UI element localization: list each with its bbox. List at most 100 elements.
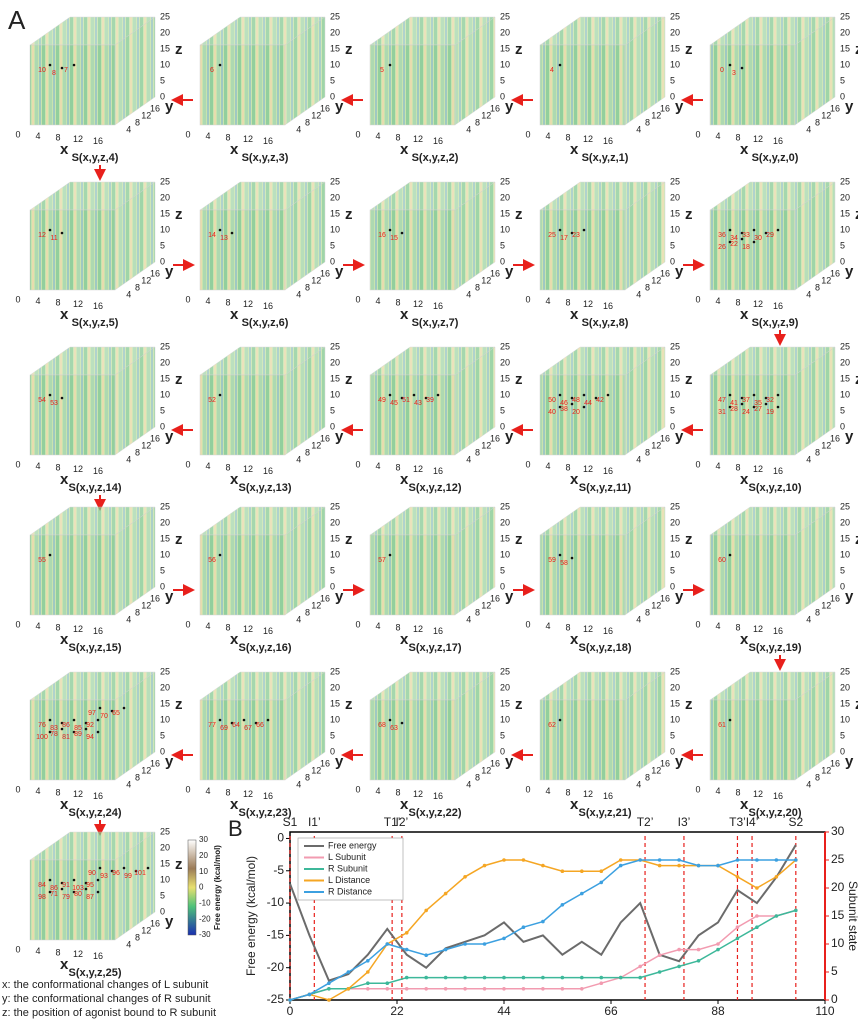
z-label: z [515, 531, 523, 548]
x-tick-label: 16 [433, 466, 443, 476]
series-point [619, 976, 623, 980]
z-tick-label: 15 [500, 698, 510, 708]
y2-axis-label: Subunit state [846, 881, 858, 951]
x-tick-label: 12 [583, 134, 593, 144]
state-dot [85, 728, 88, 731]
state-dot [231, 232, 234, 235]
z-label: z [345, 41, 353, 58]
state-number: 24 [742, 409, 750, 416]
series-point [580, 869, 584, 873]
cube: 0510152025z0481216x481216yS(x,y,z,24)768… [15, 666, 182, 819]
z-tick-label: 10 [500, 59, 510, 69]
z-tick-label: 5 [670, 240, 675, 250]
state-number: 20 [572, 409, 580, 416]
y-tick-label: 8 [645, 607, 650, 617]
state-marker-label: T2’ [637, 815, 654, 829]
y2-tick-label: 10 [831, 936, 845, 950]
y-tick-label: 8 [305, 447, 310, 457]
series-point [755, 858, 759, 862]
cube-caption: S(x,y,z,18) [579, 642, 632, 654]
state-number: 6 [210, 67, 214, 74]
state-dot [437, 394, 440, 397]
x-tick-label: 0 [525, 129, 530, 139]
z-tick-label: 15 [500, 208, 510, 218]
x-label: x [570, 471, 579, 488]
state-dot [219, 394, 222, 397]
state-number: 97 [88, 710, 96, 717]
series-point [561, 903, 565, 907]
state-dot [729, 554, 732, 557]
series-point [697, 948, 701, 952]
y-tick-label: 8 [475, 607, 480, 617]
series-point [463, 976, 467, 980]
series-point [424, 953, 428, 957]
state-number: 11 [50, 235, 57, 242]
series-point [599, 981, 603, 985]
y-axis-label: Free energy (kcal/mol) [244, 856, 258, 976]
y-tick-label: 4 [126, 124, 131, 134]
z-tick-label: 25 [670, 341, 680, 351]
x-tick-label: 12 [73, 624, 83, 634]
state-dot [559, 229, 562, 232]
z-tick-label: 15 [670, 698, 680, 708]
x-tick-label: 16 [263, 136, 273, 146]
state-number: 26 [718, 244, 726, 251]
state-number: 87 [86, 894, 94, 901]
x-tick-label: 0 [525, 294, 530, 304]
z-tick-label: 10 [330, 389, 340, 399]
z-tick-label: 10 [160, 389, 170, 399]
z-label: z [685, 531, 693, 548]
z-tick-label: 10 [500, 224, 510, 234]
x-tick-label: 16 [263, 626, 273, 636]
y-tick-label: 4 [126, 939, 131, 949]
x-tick-label: 12 [753, 789, 763, 799]
x-tick-label: 12 [753, 299, 763, 309]
y-label: y [845, 428, 854, 445]
x-tick-label: 4 [205, 296, 210, 306]
cube-caption: S(x,y,z,11) [579, 482, 632, 494]
cube: 0510152025z0481216x481216yS(x,y,z,5)1211 [15, 176, 182, 329]
series-point [385, 942, 389, 946]
state-number: 19 [766, 409, 774, 416]
y-tick-label: 16 [150, 268, 160, 278]
z-tick-label: 25 [670, 501, 680, 511]
x-tick-label: 16 [773, 466, 783, 476]
state-dot [61, 67, 64, 70]
x-tick-label: 0 [695, 459, 700, 469]
cube-front [370, 535, 455, 615]
x-tick-label: 16 [93, 951, 103, 961]
state-number: 93 [100, 873, 108, 880]
state-number: 28 [730, 406, 738, 413]
x-tick-label: 12 [753, 464, 763, 474]
cube-front [540, 535, 625, 615]
x-tick-label: 12 [243, 789, 253, 799]
z-tick-label: 20 [330, 682, 340, 692]
y-label: y [335, 98, 344, 115]
y-tick-label: 4 [636, 289, 641, 299]
legend-label: L Subunit [328, 852, 366, 862]
y-tick-label: 16 [830, 758, 840, 768]
x-tick-label: 0 [185, 294, 190, 304]
cube-caption: S(x,y,z,12) [409, 482, 462, 494]
y-tick-label: 8 [305, 607, 310, 617]
y-tick-label: 4 [806, 454, 811, 464]
series-point [327, 987, 331, 991]
z-tick-label: 5 [330, 730, 335, 740]
y-label: y [165, 428, 174, 445]
cube: 0510152025z0481216x481216yS(x,y,z,2)5 [355, 11, 522, 164]
z-tick-label: 15 [670, 43, 680, 53]
y2-tick-label: 30 [831, 824, 845, 838]
cube-caption: S(x,y,z,4) [72, 152, 119, 164]
series-point [483, 864, 487, 868]
z-tick-label: 25 [840, 341, 850, 351]
state-number: 27 [754, 406, 762, 413]
z-tick-label: 15 [500, 43, 510, 53]
x-tick-label: 12 [583, 789, 593, 799]
series-point [677, 965, 681, 969]
state-number: 69 [220, 725, 228, 732]
x-tick-label: 0 [525, 459, 530, 469]
state-dot [73, 719, 76, 722]
z-tick-label: 5 [840, 565, 845, 575]
y-tick-label: 8 [475, 772, 480, 782]
y-tick-label: 16 [150, 103, 160, 113]
